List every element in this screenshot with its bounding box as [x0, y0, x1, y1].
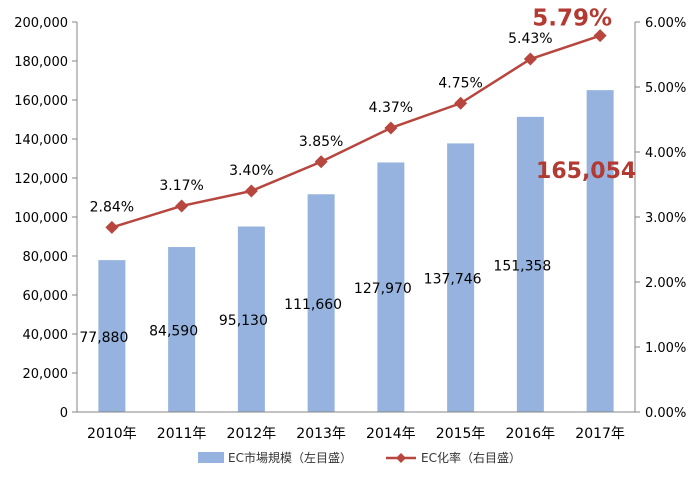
bar — [377, 162, 405, 412]
y-left-tick-label: 120,000 — [14, 172, 68, 187]
line-data-label: 4.37% — [369, 100, 413, 116]
y-right-tick-label: 0.00% — [645, 406, 686, 421]
x-tick-label: 2015年 — [436, 426, 486, 442]
bar-data-label: 127,970 — [354, 281, 412, 297]
line-data-label: 4.75% — [438, 75, 482, 91]
bar — [168, 247, 196, 412]
line-point — [454, 96, 468, 110]
x-tick-label: 2017年 — [575, 426, 625, 442]
bar — [307, 194, 335, 412]
legend-label-bars: EC市場規模（左目盛） — [228, 450, 352, 465]
x-tick-label: 2016年 — [506, 426, 556, 442]
line-point — [244, 184, 258, 198]
y-right-tick-label: 4.00% — [645, 146, 686, 161]
bar-data-label: 111,660 — [284, 297, 342, 313]
bar — [447, 143, 475, 412]
x-tick-label: 2013年 — [296, 426, 346, 442]
line-data-label: 5.43% — [508, 31, 552, 47]
line-point — [593, 29, 607, 43]
y-right-tick-label: 5.00% — [645, 81, 686, 96]
line-data-label: 3.85% — [299, 134, 343, 150]
bar-data-label: 137,746 — [424, 272, 482, 288]
bar-data-label: 151,358 — [493, 258, 551, 274]
line-point — [175, 199, 189, 213]
y-left-tick-label: 0 — [60, 406, 68, 421]
y-right-tick-label: 1.00% — [645, 341, 686, 356]
y-left-tick-label: 100,000 — [14, 211, 68, 226]
x-tick-label: 2014年 — [366, 426, 416, 442]
line-data-label: 3.17% — [159, 178, 203, 194]
y-left-tick-label: 80,000 — [23, 250, 69, 265]
legend-marker-line — [396, 453, 406, 463]
y-right-tick-label: 3.00% — [645, 211, 686, 226]
y-left-tick-label: 200,000 — [14, 16, 68, 31]
y-left-tick-label: 20,000 — [23, 367, 69, 382]
y-left-tick-label: 40,000 — [23, 328, 69, 343]
y-left-tick-label: 180,000 — [14, 55, 68, 70]
bar-data-label: 77,880 — [79, 330, 128, 346]
bar — [98, 260, 126, 412]
x-tick-label: 2012年 — [227, 426, 277, 442]
line-series — [111, 34, 601, 229]
bar — [516, 116, 544, 412]
y-right-tick-label: 2.00% — [645, 276, 686, 291]
bar — [586, 90, 614, 412]
x-tick-label: 2011年 — [157, 426, 207, 442]
x-tick-label: 2010年 — [87, 426, 137, 442]
y-left-tick-label: 60,000 — [23, 289, 69, 304]
line-point — [384, 121, 398, 135]
y-left-tick-label: 160,000 — [14, 94, 68, 109]
legend-swatch-bars — [198, 452, 224, 463]
bar-data-label: 84,590 — [149, 324, 198, 340]
y-right-tick-label: 6.00% — [645, 16, 686, 31]
line-data-label: 5.79% — [532, 6, 612, 32]
bar — [237, 226, 265, 412]
bar-data-label: 165,054 — [536, 159, 636, 184]
line-data-label: 2.84% — [90, 199, 134, 215]
line-point — [523, 52, 537, 66]
bar-data-label: 95,130 — [219, 313, 268, 329]
y-left-tick-label: 140,000 — [14, 133, 68, 148]
line-point — [314, 155, 328, 169]
line-data-label: 3.40% — [229, 163, 273, 179]
legend-label-line: EC化率（右目盛） — [421, 450, 521, 465]
line-point — [105, 220, 119, 234]
